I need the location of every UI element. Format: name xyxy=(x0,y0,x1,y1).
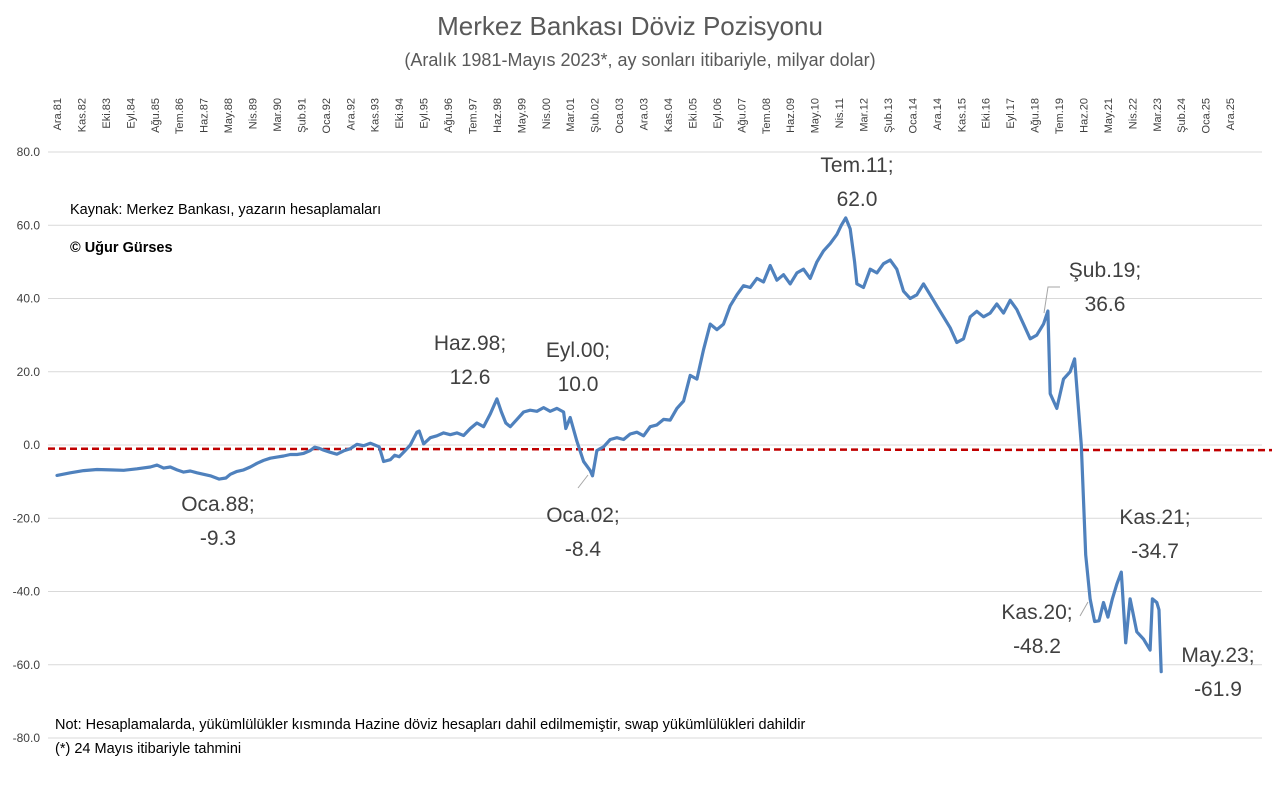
x-axis-ticks: Ara.81 Kas.82 Eki.83 Eyl.84 Ağu.85 Tem.86 Haz.… xyxy=(52,98,1237,134)
annotation-value: -8.4 xyxy=(565,538,602,561)
x-tick-label: Ara.14 xyxy=(932,98,944,130)
annotation-leader xyxy=(577,474,589,489)
zero-reference-line xyxy=(47,447,1273,452)
x-tick-label: Ağu.96 xyxy=(443,98,455,133)
x-tick-label: Eki.83 xyxy=(101,98,113,129)
annotation-label: Oca.88; xyxy=(181,493,255,516)
gridlines xyxy=(48,151,1262,739)
annotation-leader xyxy=(1043,286,1060,314)
x-tick-label: Ara.81 xyxy=(52,98,64,130)
x-tick-label: Kas.82 xyxy=(76,98,88,132)
x-tick-label: Tem.86 xyxy=(174,98,186,134)
x-tick-label: Oca.03 xyxy=(614,98,626,133)
annotation-value: 62.0 xyxy=(837,188,878,211)
annotation-value: -9.3 xyxy=(200,527,236,550)
x-tick-label: Mar.23 xyxy=(1152,98,1164,132)
x-tick-label: Ağu.07 xyxy=(736,98,748,133)
x-tick-label: Nis.00 xyxy=(541,98,553,129)
x-tick-label: Oca.92 xyxy=(321,98,333,133)
source-text: Kaynak: Merkez Bankası, yazarın hesaplam… xyxy=(70,202,381,218)
note-text: Not: Hesaplamalarda, yükümlülükler kısmı… xyxy=(55,717,805,733)
x-tick-label: Oca.14 xyxy=(907,98,919,133)
x-tick-label: Kas.04 xyxy=(663,98,675,132)
series-line xyxy=(55,216,1163,674)
y-tick-label: 80.0 xyxy=(17,145,41,159)
x-tick-label: Eki.94 xyxy=(394,98,406,129)
x-tick-label: Mar.01 xyxy=(565,98,577,132)
x-tick-label: Eyl.17 xyxy=(1005,98,1017,129)
y-tick-label: 40.0 xyxy=(17,292,41,306)
y-tick-label: -80.0 xyxy=(13,731,41,745)
x-tick-label: Kas.93 xyxy=(370,98,382,132)
annotation-label: Tem.11; xyxy=(820,154,893,177)
x-tick-label: Şub.02 xyxy=(590,98,602,133)
annotation-value: 10.0 xyxy=(558,373,599,396)
x-tick-label: Kas.15 xyxy=(956,98,968,132)
annotation-label: Kas.21; xyxy=(1119,506,1190,529)
series-lines xyxy=(55,216,1163,674)
x-tick-label: Mar.12 xyxy=(859,98,871,132)
x-tick-label: Tem.19 xyxy=(1054,98,1066,134)
annotation-value: 12.6 xyxy=(450,366,491,389)
annotation-label: Kas.20; xyxy=(1001,601,1072,624)
y-tick-label: -40.0 xyxy=(13,585,41,599)
x-tick-label: May.10 xyxy=(810,98,822,133)
y-tick-label: -60.0 xyxy=(13,658,41,672)
y-tick-label: 0.0 xyxy=(23,438,40,452)
x-tick-label: Şub.24 xyxy=(1176,98,1188,133)
reference-line xyxy=(47,447,1273,452)
annotation-value: 36.6 xyxy=(1085,293,1126,316)
x-tick-label: Mar.90 xyxy=(272,98,284,132)
x-tick-label: Haz.98 xyxy=(492,98,504,133)
x-tick-label: Şub.13 xyxy=(883,98,895,133)
annotation-label: May.23; xyxy=(1181,644,1254,667)
x-tick-label: Ağu.85 xyxy=(150,98,162,133)
y-tick-label: 20.0 xyxy=(17,365,41,379)
y-tick-label: -20.0 xyxy=(13,511,41,525)
annotation-value: -48.2 xyxy=(1013,635,1061,658)
x-tick-label: Şub.91 xyxy=(296,98,308,133)
x-tick-label: Haz.09 xyxy=(785,98,797,133)
annotation-label: Haz.98; xyxy=(434,332,506,355)
x-tick-label: Ağu.18 xyxy=(1030,98,1042,133)
x-tick-label: Nis.22 xyxy=(1127,98,1139,129)
x-tick-label: Eki.16 xyxy=(981,98,993,129)
footnote-text: (*) 24 Mayıs itibariyle tahmini xyxy=(55,741,241,757)
x-tick-label: Haz.20 xyxy=(1078,98,1090,133)
annotation-label: Oca.02; xyxy=(546,504,620,527)
x-tick-label: Eyl.95 xyxy=(419,98,431,129)
annotation-value: -34.7 xyxy=(1131,540,1179,563)
x-tick-label: Eyl.84 xyxy=(125,98,137,129)
x-tick-label: May.88 xyxy=(223,98,235,133)
x-tick-label: Oca.25 xyxy=(1201,98,1213,133)
copyright-text: © Uğur Gürses xyxy=(70,240,173,256)
annotation-label: Şub.19; xyxy=(1069,259,1141,282)
x-tick-label: Eyl.06 xyxy=(712,98,724,129)
x-tick-label: May.21 xyxy=(1103,98,1115,133)
y-tick-label: 60.0 xyxy=(17,218,41,232)
chart-title: Merkez Bankası Döviz Pozisyonu xyxy=(437,11,823,41)
annotation-leader xyxy=(1079,601,1089,617)
x-tick-label: Nis.89 xyxy=(248,98,260,129)
x-tick-label: Ara.25 xyxy=(1225,98,1237,130)
x-tick-label: May.99 xyxy=(516,98,528,133)
x-tick-label: Nis.11 xyxy=(834,98,846,128)
y-axis-ticks: 80.0 60.0 40.0 20.0 0.0 -20.0 -40.0 -60.0 -80.0 xyxy=(13,145,41,745)
annotation-label: Eyl.00; xyxy=(546,339,610,362)
x-tick-label: Haz.87 xyxy=(199,98,211,133)
x-tick-label: Tem.97 xyxy=(467,98,479,134)
x-tick-label: Ara.03 xyxy=(639,98,651,130)
chart-subtitle: (Aralık 1981-Mayıs 2023*, ay sonları iti… xyxy=(404,50,875,70)
annotations: Oca.88; -9.3 Haz.98; 12.6 Eyl.00; 10.0 Oca.02;… xyxy=(181,154,1254,701)
x-tick-label: Ara.92 xyxy=(345,98,357,130)
x-tick-label: Eki.05 xyxy=(687,98,699,129)
x-tick-label: Tem.08 xyxy=(761,98,773,134)
annotation-value: -61.9 xyxy=(1194,678,1242,701)
